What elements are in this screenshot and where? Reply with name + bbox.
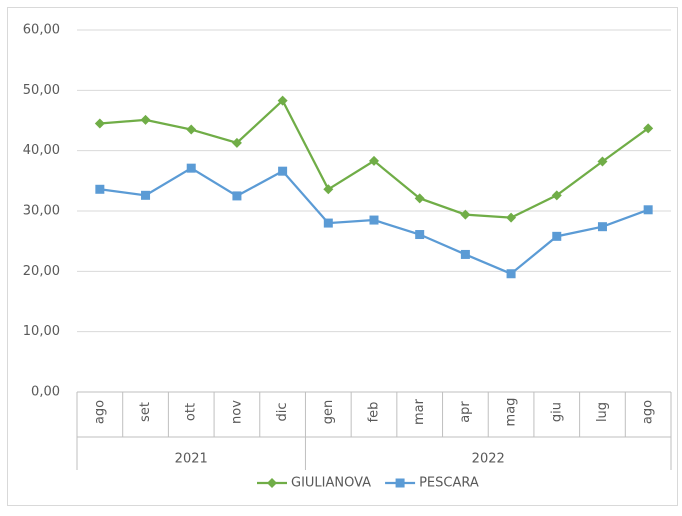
- point: [551, 190, 562, 201]
- y-tick-label: 60,00: [23, 23, 60, 38]
- point: [643, 205, 653, 215]
- x-tick-label: ott: [184, 403, 199, 421]
- point: [597, 222, 607, 232]
- point: [278, 166, 288, 176]
- x-tick-label: lug: [595, 402, 610, 422]
- x-tick-label: mar: [412, 398, 427, 425]
- x-tick-label: ago: [641, 400, 656, 424]
- point: [415, 230, 425, 240]
- y-tick-label: 50,00: [23, 83, 60, 98]
- point: [414, 193, 425, 204]
- point: [323, 218, 333, 228]
- x-tick-label: mag: [504, 398, 519, 427]
- y-tick-label: 10,00: [23, 324, 60, 339]
- point: [231, 137, 242, 148]
- point: [140, 114, 151, 125]
- point: [460, 249, 470, 259]
- point: [460, 209, 471, 220]
- point: [141, 190, 151, 200]
- point: [94, 118, 105, 129]
- point: [369, 215, 379, 225]
- x-tick-label: giu: [549, 402, 564, 422]
- x-tick-label: gen: [321, 400, 336, 425]
- group-label: 2022: [472, 452, 505, 467]
- legend-label: PESCARA: [419, 476, 479, 491]
- x-tick-label: dic: [275, 402, 290, 421]
- chart-border: [7, 7, 678, 506]
- x-tick-label: nov: [229, 400, 244, 424]
- y-tick-label: 0,00: [31, 385, 60, 400]
- point: [186, 124, 197, 135]
- legend-marker: [267, 478, 277, 488]
- point: [552, 231, 562, 241]
- legend-label: GIULIANOVA: [291, 476, 371, 491]
- point: [232, 191, 242, 201]
- legend-marker: [395, 478, 405, 488]
- point: [506, 269, 516, 279]
- point: [95, 184, 105, 194]
- point: [643, 123, 654, 134]
- group-label: 2021: [175, 452, 208, 467]
- y-tick-label: 30,00: [23, 204, 60, 219]
- point: [277, 95, 288, 106]
- x-tick-label: set: [138, 402, 153, 422]
- x-tick-label: feb: [367, 402, 382, 423]
- point: [597, 156, 608, 167]
- point: [323, 184, 334, 195]
- y-tick-label: 40,00: [23, 143, 60, 158]
- y-tick-label: 20,00: [23, 264, 60, 279]
- point: [369, 155, 379, 166]
- point: [506, 212, 517, 223]
- point: [186, 163, 196, 173]
- x-tick-label: apr: [458, 401, 473, 423]
- x-tick-label: ago: [92, 400, 107, 424]
